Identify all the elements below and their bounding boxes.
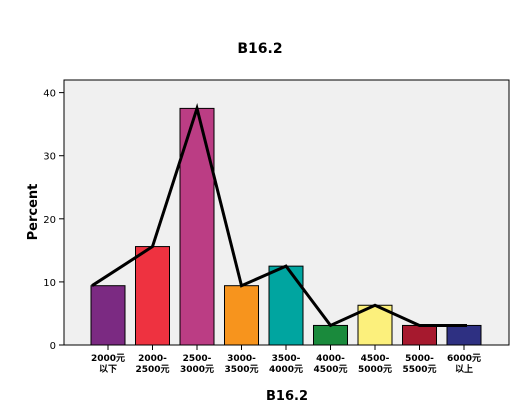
x-tick-label-line: 2500-: [183, 354, 212, 364]
chart-title: B16.2: [237, 41, 282, 57]
bar: [268, 265, 304, 346]
x-tick-label: 2000元以下: [91, 353, 125, 375]
x-tick-label-line: 2000-: [138, 354, 167, 364]
x-tick-label-line: 3000-: [227, 354, 256, 364]
x-tick-label: 4000-4500元: [313, 354, 347, 375]
y-axis: 0 10 20 30 40: [43, 89, 64, 352]
y-tick-label: 30: [43, 152, 56, 163]
x-tick-label-line: 4000元: [269, 364, 303, 375]
x-tick-label-line: 3000元: [180, 364, 214, 375]
bar: [446, 324, 482, 346]
y-tick-label: 20: [43, 215, 56, 226]
x-tick-label-line: 2000元: [91, 353, 125, 364]
bar: [313, 324, 348, 346]
x-tick-label: 2000-2500元: [135, 354, 169, 375]
bar: [90, 285, 126, 346]
y-tick-label: 10: [43, 278, 56, 289]
x-tick-label: 5000-5500元: [402, 354, 436, 375]
x-axis: 2000元以下2000-2500元2500-3000元3000-3500元350…: [91, 345, 481, 375]
x-tick-label-line: 5000元: [358, 364, 392, 375]
x-tick-label-line: 3500元: [224, 364, 258, 375]
bar: [402, 324, 437, 346]
x-tick-label: 3000-3500元: [224, 354, 258, 375]
x-tick-label-line: 5000-: [405, 354, 434, 364]
x-tick-label-line: 4000-: [316, 354, 345, 364]
x-tick-label: 4500-5000元: [358, 354, 392, 375]
x-tick-label-line: 3500-: [272, 354, 301, 364]
x-tick-label: 3500-4000元: [269, 354, 303, 375]
x-tick-label-line: 以下: [99, 364, 117, 375]
y-tick-label: 0: [50, 341, 56, 352]
x-tick-label-line: 以上: [455, 363, 473, 375]
x-tick-label-line: 5500元: [402, 364, 436, 375]
y-axis-title: Percent: [26, 184, 41, 241]
x-tick-label-line: 6000元: [447, 353, 481, 364]
x-tick-label: 2500-3000元: [180, 354, 214, 375]
bar: [135, 246, 170, 346]
y-tick-label: 40: [43, 89, 56, 100]
x-axis-title: B16.2: [266, 389, 308, 404]
trend-line: [91, 102, 467, 328]
bar: [224, 285, 259, 346]
x-tick-label-line: 2500元: [135, 364, 169, 375]
x-tick-label-line: 4500元: [313, 364, 347, 375]
x-tick-label-line: 4500-: [361, 354, 390, 364]
x-tick-label: 6000元以上: [447, 353, 481, 375]
